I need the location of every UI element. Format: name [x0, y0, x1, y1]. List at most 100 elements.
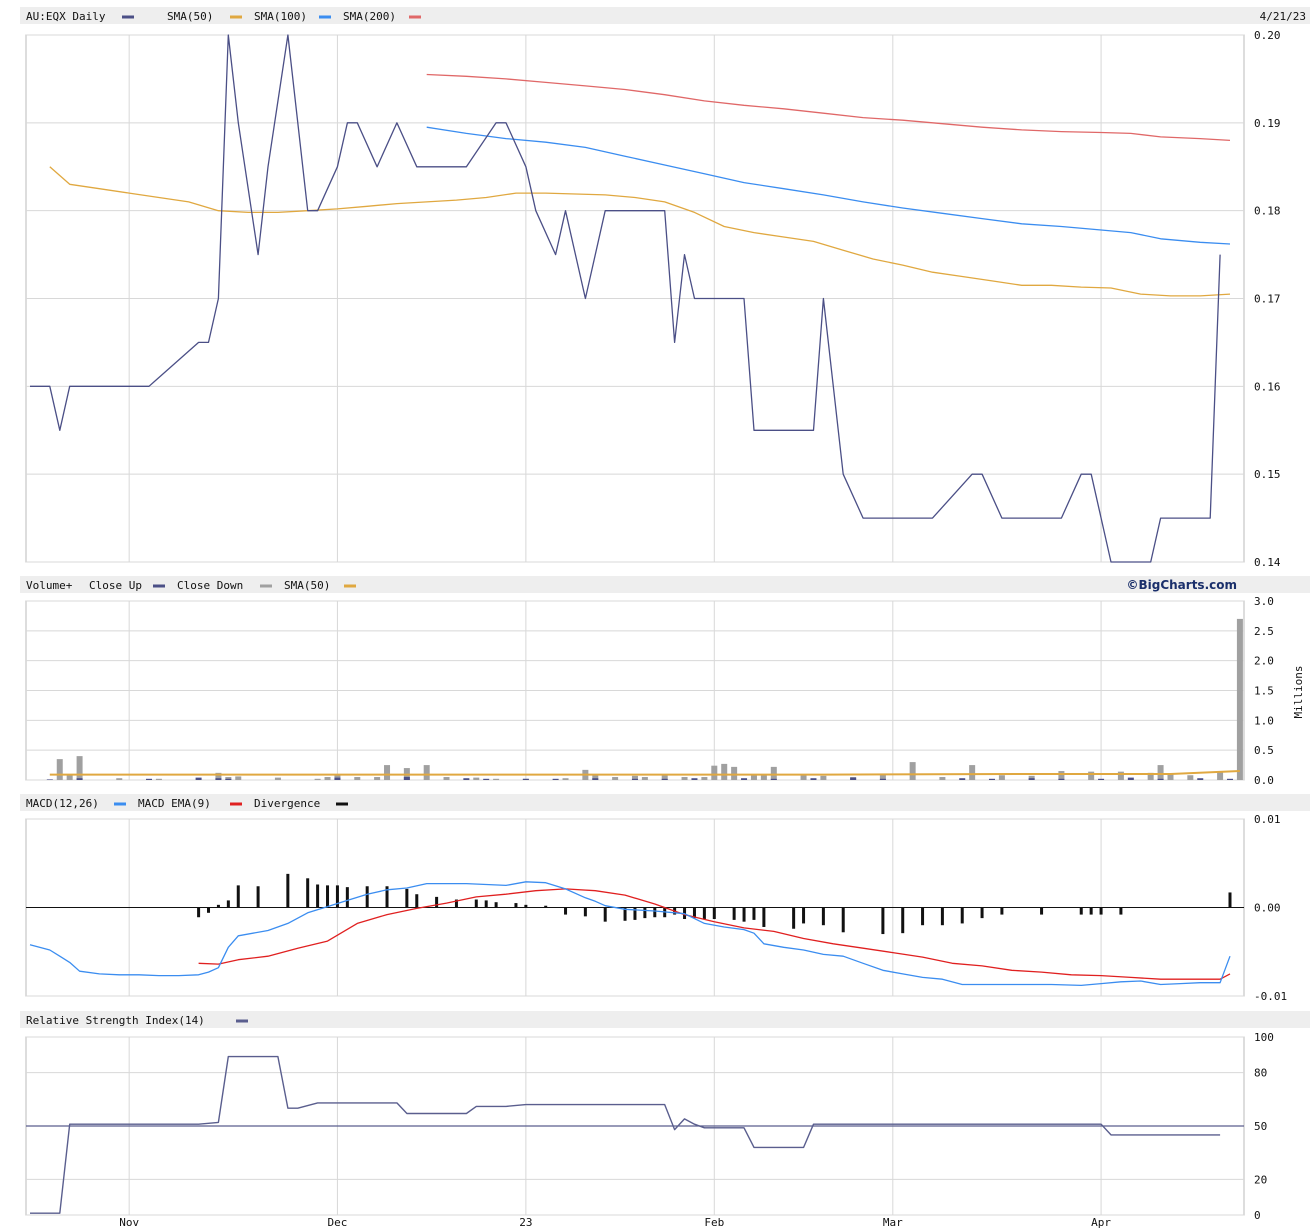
divergence-bar — [256, 886, 260, 908]
divergence-bar — [286, 873, 290, 908]
y-tick-label: 0.00 — [1254, 902, 1281, 915]
macd-header-bar — [20, 794, 1310, 811]
volume-bar-down — [354, 777, 361, 780]
y-tick-label: 0 — [1254, 1209, 1261, 1222]
y-tick-label: 0.01 — [1254, 813, 1281, 826]
volume-bar-down — [1217, 771, 1224, 780]
divergence-bar — [335, 885, 339, 908]
y-tick-label: 50 — [1254, 1120, 1267, 1133]
divergence-bar — [742, 907, 746, 922]
divergence-bar — [643, 907, 647, 919]
series-line-sma-200- — [426, 73, 1231, 142]
volume-bar-down — [721, 763, 728, 780]
divergence-bar — [752, 907, 756, 920]
volume-title: Volume+ — [26, 579, 73, 592]
volume-bar-down — [443, 777, 450, 780]
divergence-bar — [762, 907, 766, 927]
x-tick-label: Nov — [119, 1216, 139, 1229]
volume-bar-down — [423, 765, 430, 780]
volume-bar-down — [909, 762, 916, 780]
divergence-bar — [226, 900, 230, 908]
volume-bar-down — [324, 777, 331, 780]
y-tick-label: 0.5 — [1254, 744, 1274, 757]
divergence-bar — [216, 904, 220, 908]
divergence-bar — [514, 903, 518, 908]
sma200-legend-label: SMA(200) — [343, 10, 396, 23]
y-tick-label: 3.0 — [1254, 595, 1274, 608]
volume-bar-down — [384, 765, 391, 780]
volume-bar-down — [681, 777, 688, 780]
y-tick-label: 0.0 — [1254, 774, 1274, 787]
series-line-au-eqx-daily — [30, 34, 1221, 563]
sma100-legend-label: SMA(100) — [254, 10, 307, 23]
volume-bar-down — [939, 777, 946, 780]
volume-bar-up — [76, 778, 83, 780]
macd-line — [29, 881, 1231, 987]
volume-bar-down — [314, 778, 321, 780]
volume-bar-down — [631, 775, 638, 780]
divergence-bar — [583, 907, 587, 917]
y-tick-label: 2.5 — [1254, 625, 1274, 638]
divergence-bar — [901, 907, 905, 934]
divergence-bar — [712, 907, 716, 920]
volume-bar-up — [225, 778, 232, 780]
volume-bar-up — [1157, 778, 1164, 780]
date-label: 4/21/23 — [1260, 10, 1306, 23]
volume-bar-up — [46, 779, 53, 780]
divergence-bar — [702, 907, 706, 920]
volume-bar-up — [879, 778, 886, 780]
divergence-bar — [405, 888, 409, 908]
y-tick-label: 0.14 — [1254, 556, 1281, 569]
divergence-bar — [524, 904, 528, 908]
volume-bar-down — [155, 778, 162, 780]
chart-panels: 0.20 0.19 0.18 0.17 0.16 0.15 0.14 3.0 2.5 2.0 1.5… — [25, 29, 1287, 1229]
volume-bar-up — [810, 778, 817, 780]
volume-bar-up — [1197, 778, 1204, 780]
volume-bar-up — [1058, 778, 1065, 780]
rsi-header-bar — [20, 1011, 1310, 1028]
volume-bar-down — [1167, 774, 1174, 780]
y-tick-label: 1.0 — [1254, 714, 1274, 727]
divergence-bar — [564, 907, 568, 915]
y-tick-label: 0.15 — [1254, 468, 1281, 481]
volume-bar-down — [770, 766, 777, 780]
y-tick-label: 80 — [1254, 1067, 1267, 1080]
divergence-bar — [1099, 907, 1103, 915]
price-header-bar — [20, 7, 1310, 24]
sma50-legend-label: SMA(50) — [167, 10, 213, 23]
divergence-bar — [732, 907, 736, 920]
divergence-bar — [792, 907, 796, 929]
volume-bar-down — [225, 777, 232, 780]
macd-ema-label: MACD EMA(9) — [138, 797, 211, 810]
volume-bar-down — [731, 766, 738, 780]
divergence-bar — [921, 907, 925, 926]
x-tick-label: Feb — [704, 1216, 724, 1229]
y-tick-label: 1.5 — [1254, 685, 1274, 698]
divergence-bar — [653, 907, 657, 918]
divergence-bar — [623, 907, 627, 921]
divergence-bar — [881, 907, 885, 935]
volume-unit-label: Millions — [1292, 666, 1305, 719]
volume-bar-down — [1157, 765, 1164, 780]
divergence-bar — [1079, 907, 1083, 915]
divergence-bar — [980, 907, 984, 919]
volume-bar-down — [592, 774, 599, 780]
series-line-sma-100- — [426, 126, 1231, 245]
x-tick-label: Mar — [883, 1216, 903, 1229]
volume-bar-down — [473, 777, 480, 780]
close-up-label: Close Up — [89, 579, 142, 592]
volume-bar-down — [116, 778, 123, 780]
y-tick-label: 2.0 — [1254, 655, 1274, 668]
divergence-bar — [1040, 907, 1044, 915]
volume-bar-up — [552, 778, 559, 780]
x-tick-label: Apr — [1091, 1216, 1111, 1229]
macd-ema-line — [198, 888, 1231, 980]
volume-header-bar — [20, 576, 1310, 593]
volume-bar-down — [760, 775, 767, 780]
x-tick-label: 23 — [519, 1216, 532, 1229]
volume-bar-down — [493, 778, 500, 780]
volume-bar-up — [850, 777, 857, 780]
volume-bar-down — [641, 777, 648, 780]
volume-bar-up — [195, 777, 202, 780]
divergence-bar — [633, 907, 637, 920]
